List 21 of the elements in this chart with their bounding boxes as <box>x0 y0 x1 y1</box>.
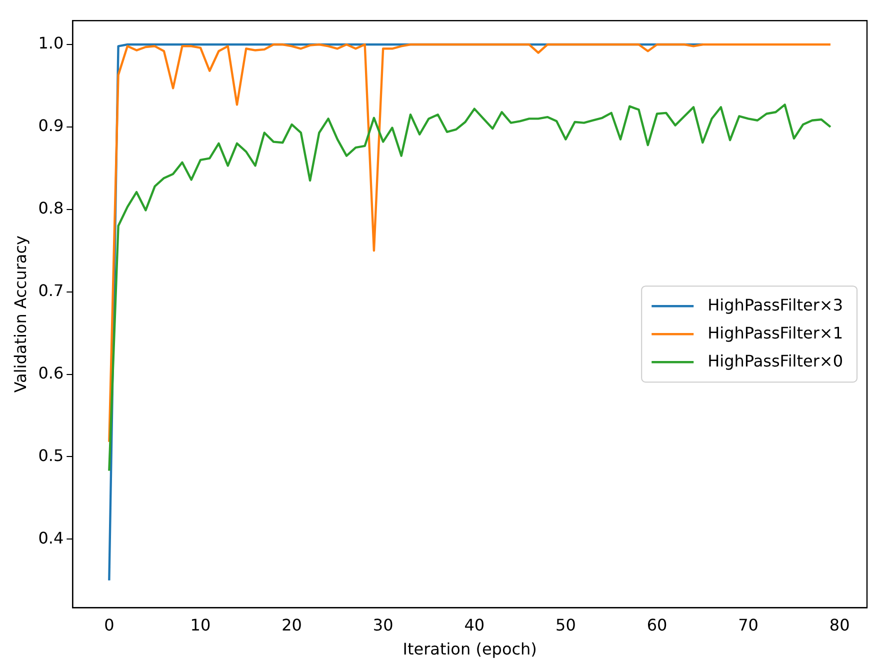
x-tick-label: 70 <box>738 615 758 634</box>
y-tick-label: 0.4 <box>38 528 64 548</box>
x-tick-label: 80 <box>829 615 850 634</box>
x-tick-label: 0 <box>104 615 114 634</box>
y-tick-label: 0.8 <box>38 198 64 218</box>
x-tick-label: 30 <box>372 615 394 634</box>
x-tick-label: 60 <box>646 615 668 634</box>
x-tick-label: 40 <box>464 615 485 634</box>
y-tick-label: 1.0 <box>38 34 64 53</box>
x-tick-label: 10 <box>190 615 211 634</box>
y-tick-label: 0.6 <box>38 363 64 382</box>
x-tick-label: 20 <box>282 615 302 634</box>
x-tick-label: 50 <box>556 615 576 634</box>
y-tick-label: 0.5 <box>38 446 64 465</box>
y-tick-label: 0.7 <box>38 280 64 300</box>
x-axis-title: Iteration (epoch) <box>402 640 537 659</box>
legend-label: HighPassFilter×0 <box>708 351 843 370</box>
legend-label: HighPassFilter×3 <box>708 295 843 314</box>
y-axis-title: Validation Accuracy <box>10 236 30 393</box>
y-tick-label: 0.9 <box>38 116 64 136</box>
legend-label: HighPassFilter×1 <box>708 323 843 342</box>
